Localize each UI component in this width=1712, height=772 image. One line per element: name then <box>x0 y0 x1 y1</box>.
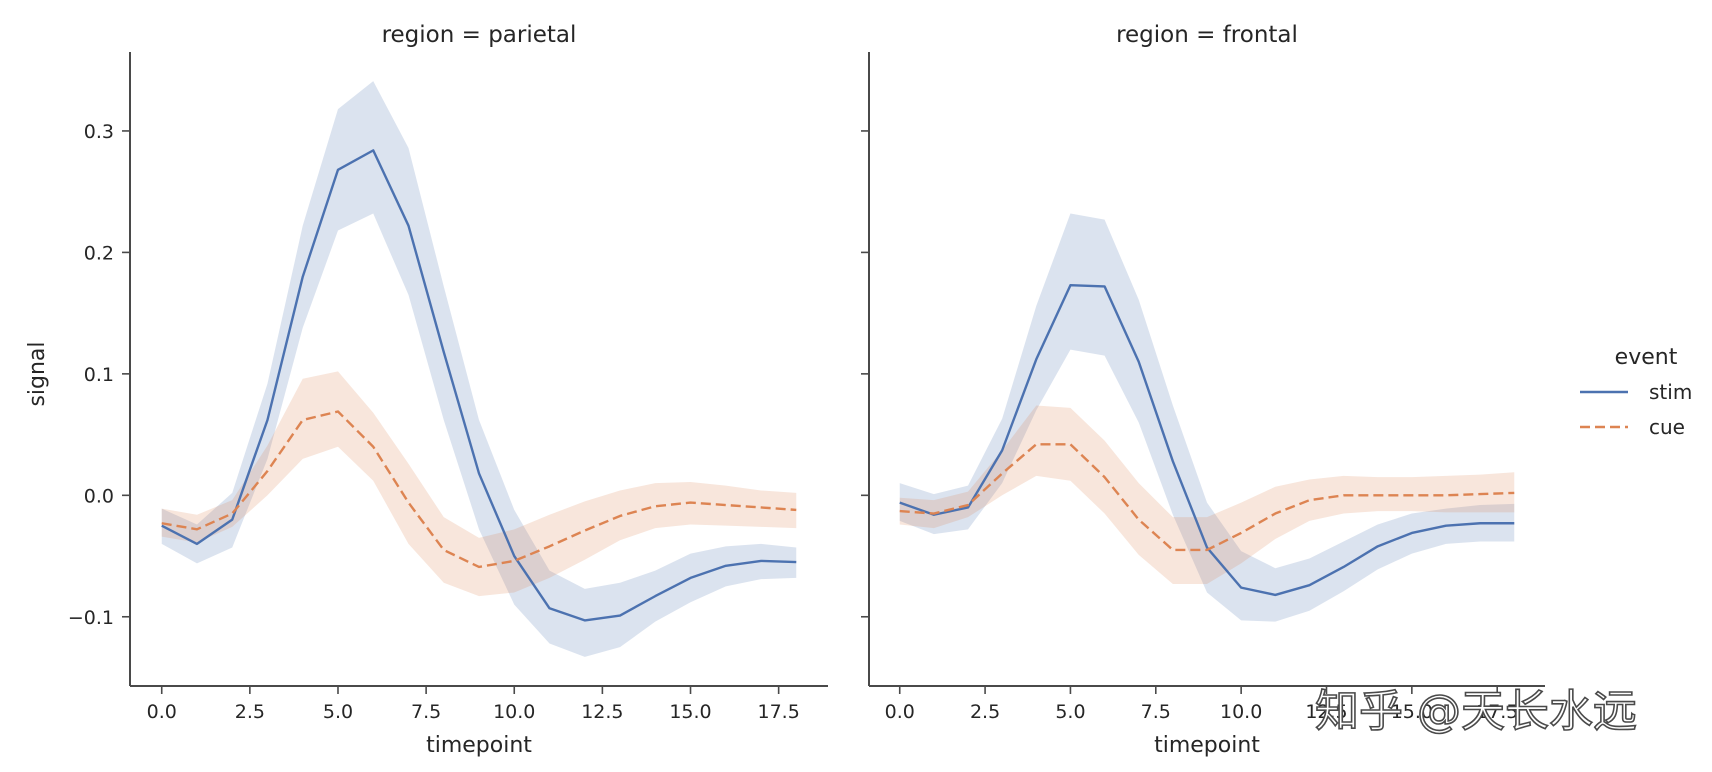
x-tick-label: 5.0 <box>1055 701 1085 723</box>
y-tick-label: 0.2 <box>84 242 114 264</box>
x-tick-label: 10.0 <box>1220 701 1262 723</box>
x-tick-label: 12.5 <box>581 701 623 723</box>
series-line-stim <box>161 149 797 622</box>
y-axis-label: signal <box>25 341 50 406</box>
facet-panels: region = parietal 0.0 2.5 5.0 7.5 10.0 12.5 15.… <box>68 22 1545 758</box>
series-line-cue <box>899 443 1515 552</box>
x-tick-label: 15.0 <box>1391 701 1433 723</box>
y-tick-label: −0.1 <box>68 607 114 629</box>
y-tick-label: 0.0 <box>84 485 114 507</box>
legend-label-stim: stim <box>1649 380 1692 404</box>
panel-title: region = frontal <box>1116 22 1298 48</box>
legend: event stim cue <box>1580 345 1692 439</box>
x-tick-label: 2.5 <box>970 701 1000 723</box>
series-line-stim <box>899 284 1515 597</box>
x-tick-label: 0.0 <box>885 701 915 723</box>
panel-title: region = parietal <box>382 22 577 48</box>
legend-label-cue: cue <box>1649 415 1685 439</box>
panel-1: region = parietal 0.0 2.5 5.0 7.5 10.0 12.5 15.… <box>68 22 828 758</box>
y-tick-label: 0.3 <box>84 121 114 143</box>
ci-band-stim <box>899 213 1515 622</box>
series-line-cue <box>161 410 797 569</box>
x-tick-label: 15.0 <box>669 701 711 723</box>
watermark-text: 知乎 @天长水远 <box>1315 686 1637 737</box>
x-tick-label: 2.5 <box>235 701 265 723</box>
x-axis-label: timepoint <box>426 733 532 758</box>
panel-2: region = frontal 0.0 2.5 5.0 7.5 10.0 12.5 15.0… <box>861 22 1545 758</box>
x-tick-label: 7.5 <box>1141 701 1171 723</box>
ci-band-cue <box>899 405 1515 584</box>
x-tick-label: 0.0 <box>147 701 177 723</box>
x-tick-label: 17.5 <box>757 701 799 723</box>
ci-band-cue <box>161 371 797 597</box>
x-tick-label: 12.5 <box>1305 701 1347 723</box>
x-tick-label: 5.0 <box>323 701 353 723</box>
x-tick-label: 17.5 <box>1476 701 1518 723</box>
x-tick-label: 10.0 <box>493 701 535 723</box>
legend-title: event <box>1615 345 1678 370</box>
x-axis-label: timepoint <box>1154 733 1260 758</box>
x-tick-label: 7.5 <box>411 701 441 723</box>
y-tick-label: 0.1 <box>84 364 114 386</box>
